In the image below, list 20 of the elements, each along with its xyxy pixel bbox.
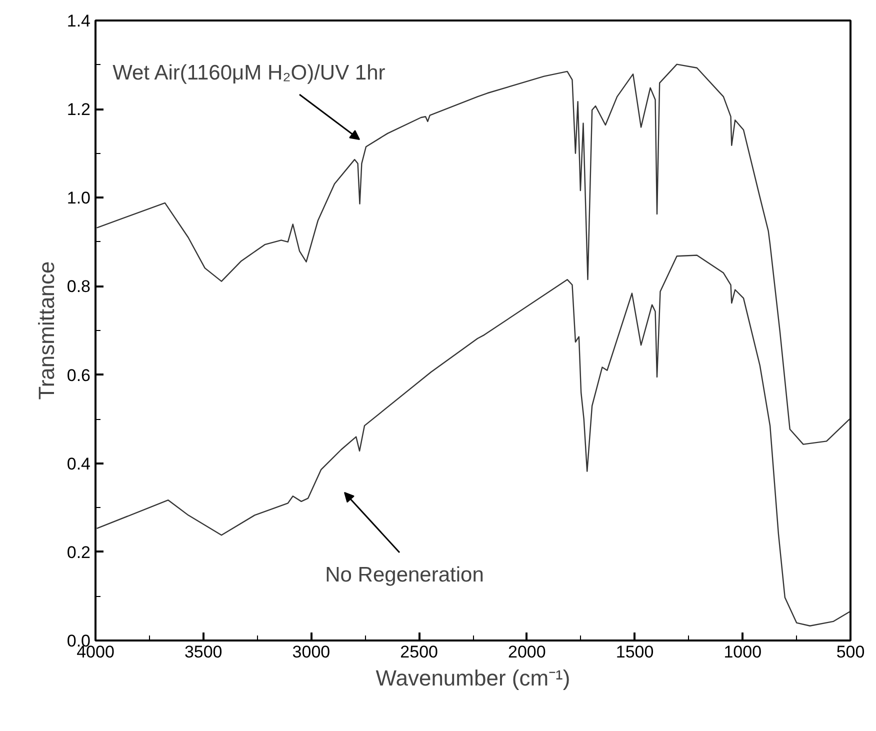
x-tick-label: 3500 [184, 642, 222, 662]
x-tick-label: 3000 [292, 642, 330, 662]
annotation: Wet Air(1160μM H₂O)/UV 1hr [112, 62, 386, 84]
x-tick-label: 1500 [616, 642, 654, 662]
x-axis-title: Wavenumber (cm⁻¹) [376, 666, 570, 690]
y-tick-label: 1.4 [66, 12, 91, 30]
x-tick-label: 1000 [724, 642, 762, 662]
y-tick-label: 0.4 [66, 454, 91, 474]
x-tick-label: 500 [836, 642, 865, 662]
annotation: No Regeneration [325, 564, 484, 586]
y-tick-label: 1.0 [66, 188, 91, 208]
x-tick-label: 2500 [400, 642, 438, 662]
y-axis-title: Transmittance [34, 261, 59, 400]
line-series [96, 254, 850, 626]
y-tick-label: 1.2 [66, 100, 91, 120]
line-series [96, 64, 850, 445]
x-tick-label: 2000 [508, 642, 546, 662]
y-tick-label: 0.6 [66, 366, 91, 385]
y-tick-label: 0.2 [66, 542, 91, 562]
y-tick-label: 0.8 [66, 277, 91, 296]
